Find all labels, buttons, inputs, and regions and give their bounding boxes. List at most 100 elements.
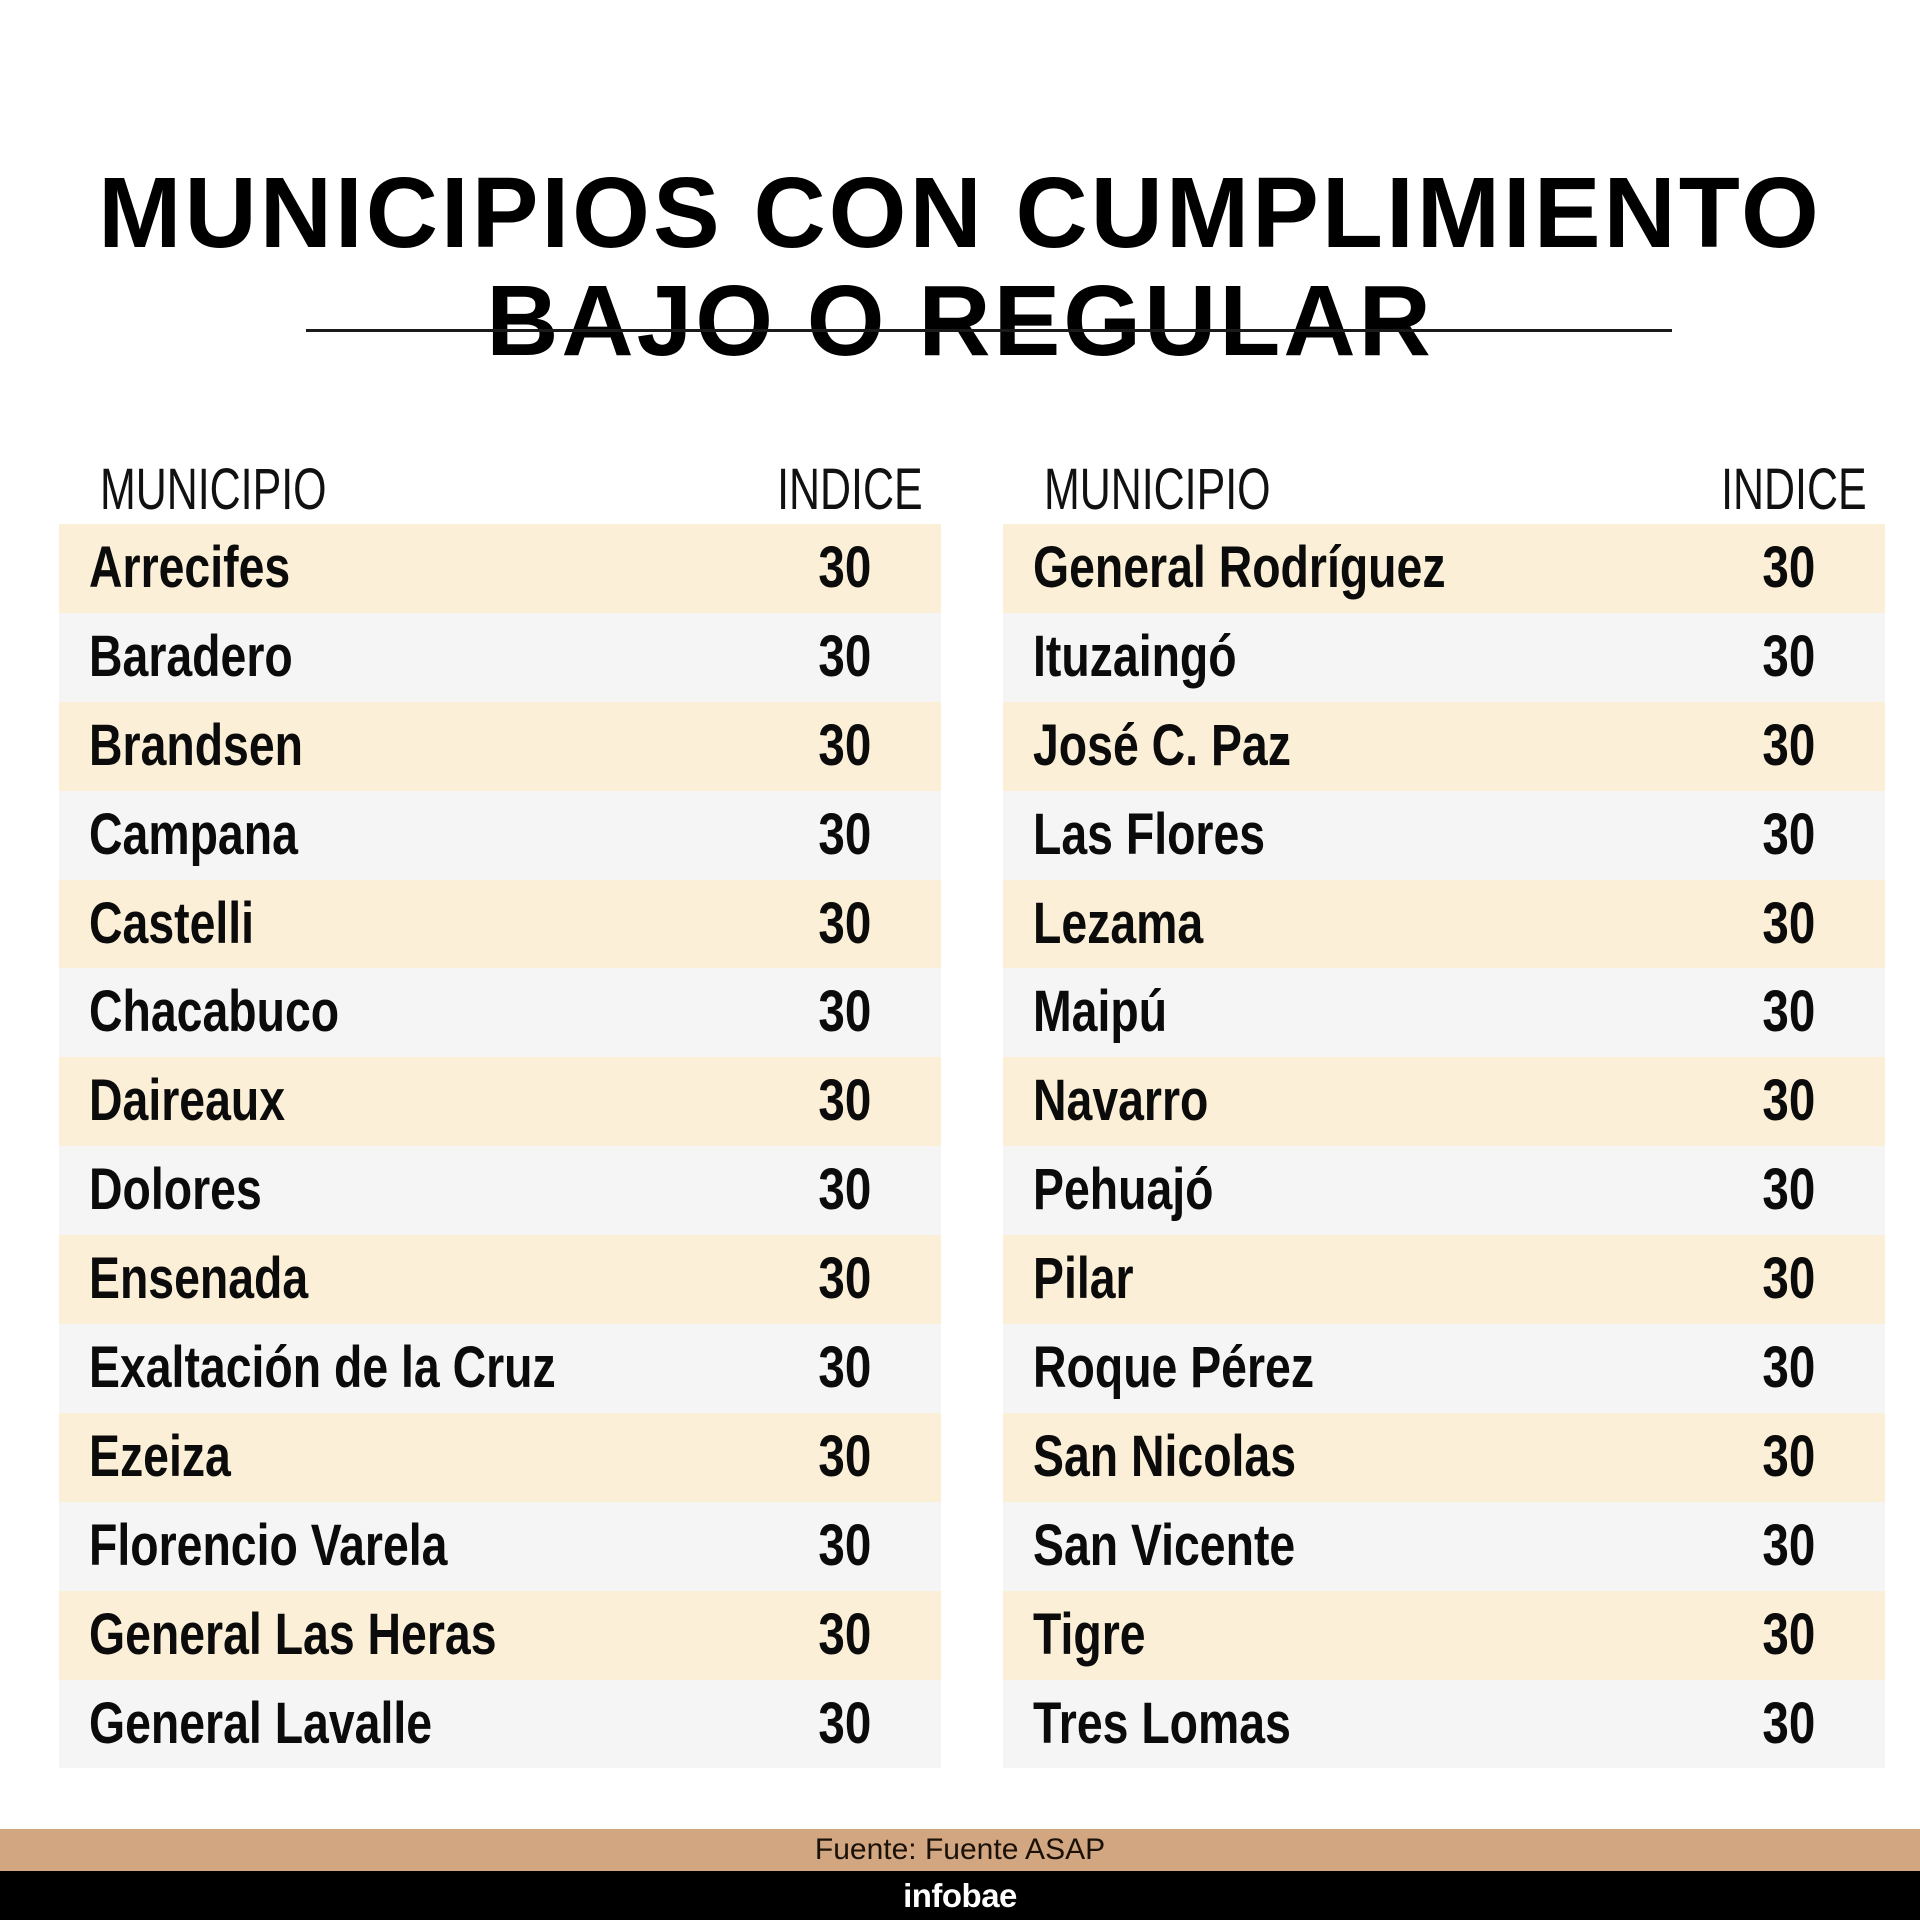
table-body: General Rodríguez 30 Ituzaingó 30 José C. Pa… bbox=[1003, 524, 1885, 1769]
municipio-name: San Nicolas bbox=[1033, 1423, 1297, 1489]
table-header: MUNICIPIO INDICE bbox=[1003, 452, 1885, 524]
indice-value: 30 bbox=[818, 801, 872, 867]
municipio-name: Castelli bbox=[89, 890, 255, 956]
table-row: Pilar 30 bbox=[1003, 1235, 1885, 1325]
table-row: Tigre 30 bbox=[1003, 1590, 1885, 1680]
table-row: Brandsen 30 bbox=[59, 701, 941, 791]
table-row: Roque Pérez 30 bbox=[1003, 1324, 1885, 1413]
column-header-indice: INDICE bbox=[1721, 457, 1867, 522]
municipio-name: Lezama bbox=[1033, 890, 1204, 956]
indice-value: 30 bbox=[818, 1601, 872, 1667]
table-row: Daireaux 30 bbox=[59, 1057, 941, 1147]
source-bar: Fuente: Fuente ASAP bbox=[0, 1829, 1920, 1871]
municipio-name: Navarro bbox=[1033, 1068, 1209, 1134]
table-row: General Rodríguez 30 bbox=[1003, 524, 1885, 613]
indice-value: 30 bbox=[1762, 890, 1816, 956]
municipio-name: Tigre bbox=[1033, 1601, 1146, 1667]
page-title-line-1: MUNICIPIOS CON CUMPLIMIENTO bbox=[98, 157, 1822, 269]
source-text: Fuente: Fuente ASAP bbox=[814, 1833, 1106, 1866]
page-title-line-2: BAJO O REGULAR bbox=[486, 265, 1434, 377]
indice-value: 30 bbox=[818, 1335, 872, 1401]
municipio-name: San Vicente bbox=[1033, 1512, 1296, 1578]
indice-value: 30 bbox=[818, 1690, 872, 1756]
municipio-name: Ensenada bbox=[89, 1246, 309, 1312]
table-header: MUNICIPIO INDICE bbox=[59, 452, 941, 524]
table-row: San Nicolas 30 bbox=[1003, 1412, 1885, 1502]
municipio-name: Brandsen bbox=[89, 712, 304, 778]
table-left: MUNICIPIO INDICE Arrecifes 30 Baradero 30 Br… bbox=[59, 452, 941, 1769]
indice-value: 30 bbox=[818, 1068, 872, 1134]
indice-value: 30 bbox=[1762, 1512, 1816, 1578]
municipio-name: Florencio Varela bbox=[89, 1512, 448, 1578]
municipio-name: Roque Pérez bbox=[1033, 1335, 1315, 1401]
indice-value: 30 bbox=[1762, 1246, 1816, 1312]
table-row: Dolores 30 bbox=[59, 1146, 941, 1236]
municipio-name: General Rodríguez bbox=[1033, 535, 1446, 600]
indice-value: 30 bbox=[1762, 1068, 1816, 1134]
indice-value: 30 bbox=[1762, 1690, 1816, 1756]
title-divider bbox=[306, 329, 1672, 332]
indice-value: 30 bbox=[818, 623, 872, 689]
indice-value: 30 bbox=[1762, 1335, 1816, 1401]
table-row: Chacabuco 30 bbox=[59, 968, 941, 1058]
indice-value: 30 bbox=[1762, 623, 1816, 689]
brand-logo: infobae bbox=[903, 1877, 1017, 1914]
municipio-name: Pilar bbox=[1033, 1246, 1134, 1312]
municipio-name: Las Flores bbox=[1033, 801, 1266, 867]
municipio-name: General Las Heras bbox=[89, 1601, 497, 1667]
indice-value: 30 bbox=[818, 890, 872, 956]
indice-value: 30 bbox=[1762, 1601, 1816, 1667]
municipio-name: Ezeiza bbox=[89, 1423, 231, 1489]
column-header-municipio: MUNICIPIO bbox=[1044, 457, 1271, 522]
table-row: General Las Heras 30 bbox=[59, 1590, 941, 1680]
indice-value: 30 bbox=[818, 1512, 872, 1578]
municipio-name: General Lavalle bbox=[89, 1690, 433, 1756]
municipio-name: Campana bbox=[89, 801, 298, 867]
municipio-name: Chacabuco bbox=[89, 979, 340, 1045]
table-row: Pehuajó 30 bbox=[1003, 1146, 1885, 1236]
table-body: Arrecifes 30 Baradero 30 Brandsen 30 Campana 30… bbox=[59, 524, 941, 1769]
table-row: General Lavalle 30 bbox=[59, 1679, 941, 1769]
indice-value: 30 bbox=[1762, 712, 1816, 778]
municipio-name: Maipú bbox=[1033, 979, 1168, 1045]
municipio-name: Dolores bbox=[89, 1157, 262, 1223]
table-row: Exaltación de la Cruz 30 bbox=[59, 1324, 941, 1413]
table-row: Las Flores 30 bbox=[1003, 790, 1885, 880]
municipio-name: José C. Paz bbox=[1033, 712, 1291, 778]
indice-value: 30 bbox=[1762, 535, 1816, 600]
table-row: Ezeiza 30 bbox=[59, 1412, 941, 1502]
table-row: Florencio Varela 30 bbox=[59, 1501, 941, 1591]
table-row: Lezama 30 bbox=[1003, 879, 1885, 969]
table-row: Campana 30 bbox=[59, 790, 941, 880]
municipio-name: Pehuajó bbox=[1033, 1157, 1214, 1223]
table-row: Ensenada 30 bbox=[59, 1235, 941, 1325]
indice-value: 30 bbox=[818, 712, 872, 778]
municipio-name: Daireaux bbox=[89, 1068, 286, 1134]
municipio-name: Ituzaingó bbox=[1033, 623, 1237, 689]
indice-value: 30 bbox=[818, 979, 872, 1045]
municipio-name: Arrecifes bbox=[89, 535, 291, 600]
table-row: Navarro 30 bbox=[1003, 1057, 1885, 1147]
indice-value: 30 bbox=[1762, 801, 1816, 867]
municipio-name: Exaltación de la Cruz bbox=[89, 1335, 556, 1401]
indice-value: 30 bbox=[1762, 1423, 1816, 1489]
table-row: Castelli 30 bbox=[59, 879, 941, 969]
brand-bar: infobae bbox=[0, 1871, 1920, 1920]
table-row: Tres Lomas 30 bbox=[1003, 1679, 1885, 1769]
table-row: José C. Paz 30 bbox=[1003, 701, 1885, 791]
table-right: MUNICIPIO INDICE General Rodríguez 30 Ituz… bbox=[1003, 452, 1885, 1769]
table-row: San Vicente 30 bbox=[1003, 1501, 1885, 1591]
municipio-name: Baradero bbox=[89, 623, 293, 689]
indice-value: 30 bbox=[818, 535, 872, 600]
table-row: Ituzaingó 30 bbox=[1003, 612, 1885, 702]
column-header-indice: INDICE bbox=[777, 457, 923, 522]
indice-value: 30 bbox=[818, 1157, 872, 1223]
indice-value: 30 bbox=[818, 1423, 872, 1489]
column-header-municipio: MUNICIPIO bbox=[100, 457, 327, 522]
indice-value: 30 bbox=[1762, 1157, 1816, 1223]
municipio-name: Tres Lomas bbox=[1033, 1690, 1291, 1756]
table-row: Maipú 30 bbox=[1003, 968, 1885, 1058]
table-row: Baradero 30 bbox=[59, 612, 941, 702]
table-row: Arrecifes 30 bbox=[59, 524, 941, 613]
indice-value: 30 bbox=[1762, 979, 1816, 1045]
